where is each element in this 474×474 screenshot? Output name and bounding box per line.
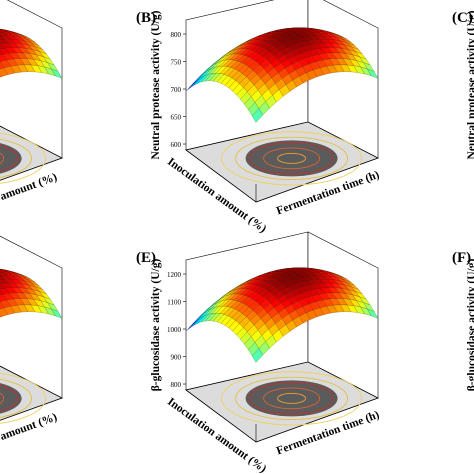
y-axis-label: Neutral protease activity (U/g): [150, 10, 162, 159]
contour-line: [0, 378, 33, 418]
response-surface: [185, 27, 379, 123]
contour-line: [221, 371, 363, 426]
contour-line: [235, 376, 349, 421]
contour-line: [263, 387, 321, 410]
panel-letter: (B): [136, 10, 156, 26]
chart-panel: 600 650 700 750 800 Neutral protease activity…: [136, 0, 381, 235]
floor-axis-label: EMBP amount (%): [0, 411, 59, 455]
surface-patch: [0, 67, 8, 78]
chart-panel: EMBP amount (%): [0, 0, 64, 215]
contour-line: [0, 385, 19, 412]
z-tick-label: 1000: [167, 326, 182, 334]
z-tick-label: 650: [171, 114, 182, 122]
chart-panel: 800 900 1000 1100 1200 β-glucosidase activity…: [136, 231, 381, 474]
floor-shade: [0, 143, 22, 174]
z-tick-label: 1200: [167, 271, 182, 279]
z-tick-label: 900: [171, 354, 182, 362]
contour-line: [0, 392, 5, 404]
contour-line: [0, 152, 5, 164]
contour-line: [277, 392, 307, 404]
panel-letter: (F): [452, 250, 471, 266]
z-tick-label: 800: [171, 31, 182, 39]
response-surface: [0, 28, 63, 79]
contour-line: [221, 131, 363, 186]
response-surface: [185, 267, 379, 363]
surface-patch: [0, 74, 2, 78]
z-tick-label: 1100: [167, 299, 181, 307]
surface-patch: [0, 314, 2, 318]
contour-line: [249, 142, 335, 175]
z-tick-label: 700: [171, 86, 182, 94]
floor-shade: [245, 140, 338, 177]
z-tick-label: 750: [171, 59, 182, 67]
surface-patch: [0, 307, 8, 318]
panel-letter: (C): [452, 10, 473, 26]
surface-patch: [251, 348, 263, 363]
contour-line: [0, 372, 47, 424]
floor-axis-label: EMBP amount (%): [0, 171, 59, 215]
contour-line: [235, 136, 349, 181]
floor-shade: [0, 383, 22, 414]
contour-line: [249, 382, 335, 415]
z-tick-label: 800: [171, 381, 182, 389]
y-axis-label: β-glucosidase activity (U/g): [466, 259, 474, 392]
floor-shade: [245, 380, 338, 417]
contour-line: [0, 138, 33, 178]
panel-letter: (E): [136, 250, 156, 266]
contour-line: [277, 152, 307, 164]
surface-patch: [251, 108, 263, 123]
y-axis-label: β-glucosidase activity (U/g): [150, 259, 162, 392]
contour-line: [0, 145, 19, 172]
contour-line: [263, 147, 321, 170]
y-axis-label: Neutral protease activity (U/g): [466, 10, 474, 159]
response-surface: [0, 268, 63, 319]
z-tick-label: 600: [171, 141, 182, 149]
contour-line: [0, 132, 47, 184]
chart-panel: EMBP amount (%): [0, 235, 64, 455]
